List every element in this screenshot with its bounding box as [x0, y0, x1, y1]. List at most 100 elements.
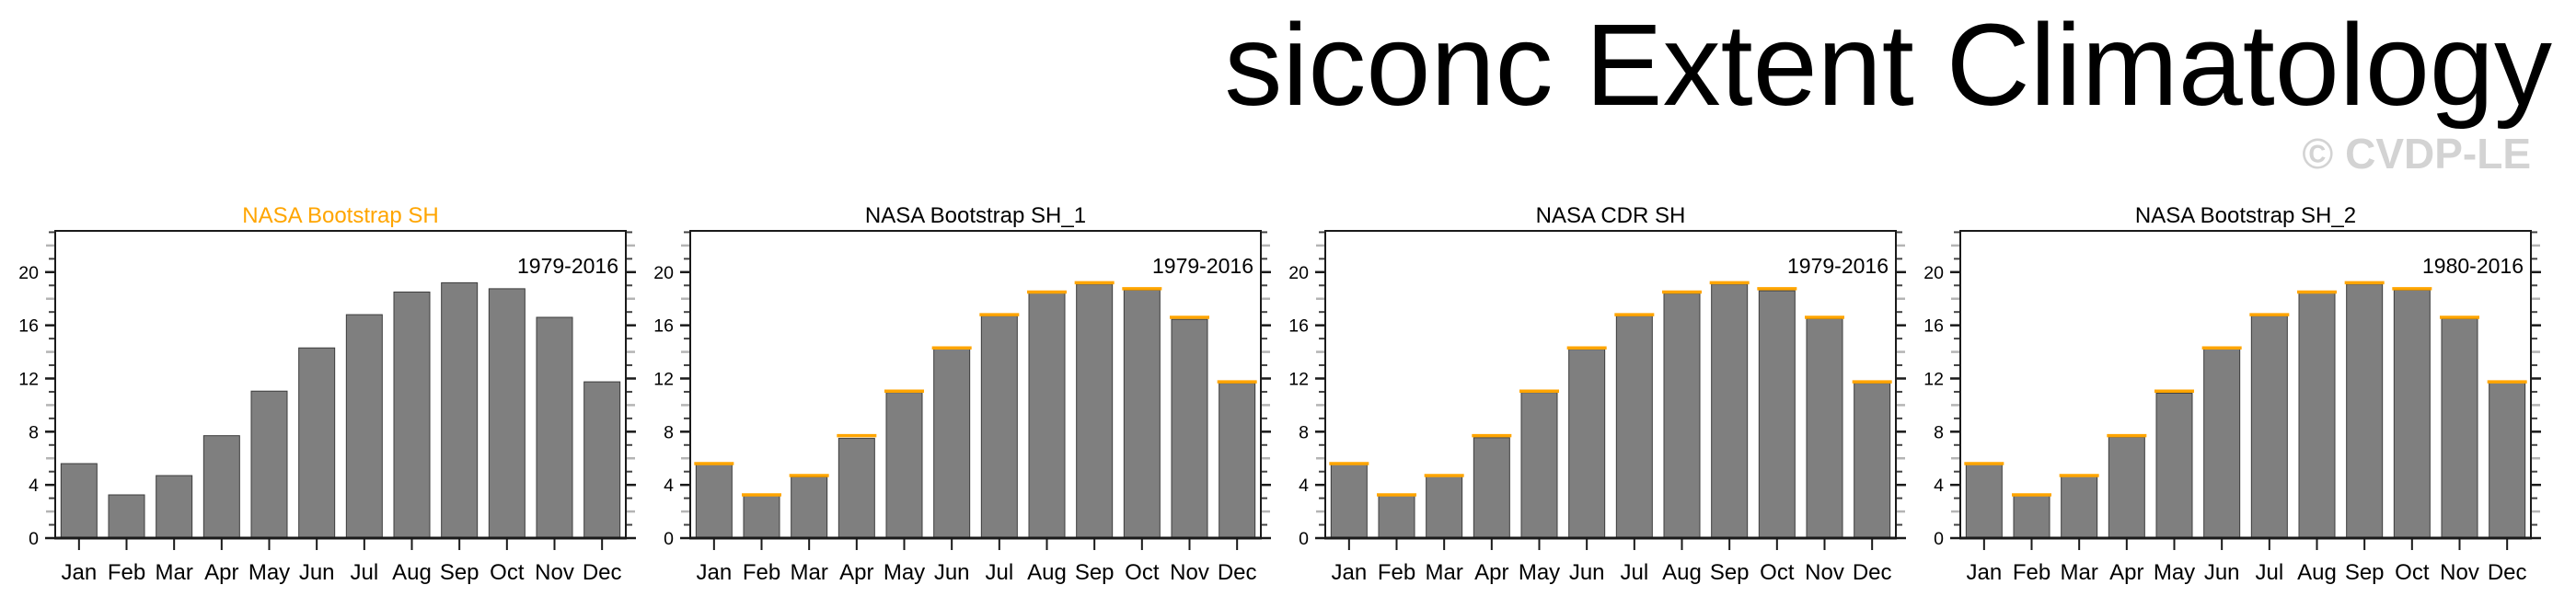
bar-jun [298, 347, 336, 539]
bar-sep [1711, 283, 1749, 539]
x-tick-label-feb: Feb [743, 560, 780, 585]
bar-jun [933, 348, 971, 539]
x-tick-label-mar: Mar [1425, 560, 1462, 585]
x-tick-label-jan: Jan [61, 560, 97, 585]
y-tick-label: 20 [18, 263, 39, 283]
x-tick-label-oct: Oct [1760, 560, 1795, 585]
x-tick-label-jun: Jun [2204, 560, 2240, 585]
y-tick-label: 16 [653, 316, 674, 337]
x-tick-label-dec: Dec [2488, 560, 2527, 585]
x-tick-label-jun: Jun [299, 560, 335, 585]
bar-aug [1028, 292, 1066, 539]
x-tick-label-jan: Jan [1966, 560, 2002, 585]
bar-sep [1076, 283, 1114, 539]
x-tick-label-jul: Jul [2255, 560, 2283, 585]
x-tick-label-may: May [2154, 560, 2195, 585]
bar-oct [1123, 289, 1161, 539]
bar-feb [2013, 494, 2050, 539]
bar-nov [2441, 317, 2478, 539]
period-label: 1979-2016 [1787, 254, 1889, 278]
bar-may [2155, 392, 2193, 539]
x-tick-label-jul: Jul [350, 560, 378, 585]
y-tick-label: 4 [1934, 476, 1944, 496]
x-tick-label-dec: Dec [583, 560, 622, 585]
panel-title: NASA Bootstrap SH_2 [2135, 203, 2356, 228]
y-tick-label: 12 [18, 369, 39, 389]
x-tick-label-mar: Mar [2060, 560, 2097, 585]
climatology-charts-row: NASA Bootstrap SH 0 4 8 12 16 20 Jan Feb Mar Apr Ma… [0, 184, 2576, 608]
x-tick-label-nov: Nov [1170, 560, 1209, 585]
bar-jun [2203, 348, 2241, 539]
bar-dec [2489, 382, 2526, 539]
period-label: 1979-2016 [517, 254, 618, 278]
bar-jul [2250, 315, 2288, 539]
x-tick-label-sep: Sep [1710, 560, 1750, 585]
x-tick-label-apr: Apr [839, 560, 873, 585]
chart-panel-nasa-bootstrap-sh: NASA Bootstrap SH 0 4 8 12 16 20 Jan Feb Mar Apr Ma… [18, 203, 636, 585]
cvdp-le-watermark: © CVDP-LE [2302, 130, 2531, 178]
y-tick-label: 12 [1288, 369, 1309, 389]
bar-jan [695, 464, 733, 539]
bar-jul [980, 315, 1018, 539]
x-tick-label-jan: Jan [696, 560, 732, 585]
y-tick-label: 20 [653, 263, 674, 283]
x-tick-label-mar: Mar [155, 560, 192, 585]
y-tick-label: 0 [664, 529, 674, 549]
y-tick-label: 16 [1288, 316, 1309, 337]
x-tick-label-mar: Mar [790, 560, 827, 585]
bar-mar [2061, 475, 2098, 539]
y-tick-label: 20 [1288, 263, 1309, 283]
bar-sep [2346, 283, 2384, 539]
bar-jan [1330, 464, 1368, 539]
bar-jan [60, 463, 98, 539]
x-tick-label-apr: Apr [204, 560, 238, 585]
x-tick-label-aug: Aug [1027, 560, 1067, 585]
bar-nov [1171, 318, 1208, 539]
x-tick-label-aug: Aug [392, 560, 432, 585]
y-tick-label: 20 [1923, 263, 1944, 283]
y-tick-label: 0 [1299, 529, 1309, 549]
bar-apr [2108, 436, 2145, 539]
bar-mar [791, 476, 828, 539]
x-tick-label-feb: Feb [108, 560, 145, 585]
bar-aug [1663, 293, 1701, 539]
bar-nov [1806, 317, 1843, 539]
x-tick-label-apr: Apr [2109, 560, 2143, 585]
y-tick-label: 8 [1299, 422, 1309, 442]
bar-may [250, 390, 288, 539]
panel-title: NASA Bootstrap SH [242, 203, 438, 228]
x-tick-label-jun: Jun [934, 560, 970, 585]
x-tick-label-may: May [884, 560, 925, 585]
bar-aug [2298, 292, 2336, 539]
bar-apr [202, 435, 240, 539]
x-tick-label-sep: Sep [2345, 560, 2385, 585]
x-tick-label-jul: Jul [1620, 560, 1648, 585]
x-tick-label-jun: Jun [1569, 560, 1605, 585]
x-tick-label-aug: Aug [2297, 560, 2337, 585]
y-tick-label: 4 [1299, 476, 1309, 496]
y-tick-label: 8 [1934, 422, 1944, 442]
bar-oct [2393, 289, 2431, 539]
y-tick-label: 12 [1923, 369, 1944, 389]
x-tick-label-apr: Apr [1474, 560, 1508, 585]
bar-aug [393, 292, 431, 539]
x-tick-label-oct: Oct [1125, 560, 1160, 585]
x-tick-label-nov: Nov [535, 560, 574, 585]
bar-apr [837, 438, 875, 539]
chart-panel-nasa-bootstrap-sh-1: NASA Bootstrap SH_1 0 4 8 12 16 20 Jan Feb Mar Apr… [653, 203, 1271, 585]
bar-dec [1219, 383, 1256, 539]
y-tick-label: 0 [1934, 529, 1944, 549]
bar-oct [1758, 290, 1796, 539]
x-tick-label-jul: Jul [985, 560, 1013, 585]
bar-jul [345, 314, 383, 539]
y-tick-label: 8 [664, 422, 674, 442]
bar-may [885, 392, 923, 539]
bar-dec [583, 381, 621, 539]
y-tick-label: 16 [18, 316, 39, 337]
bar-jan [1965, 464, 2003, 539]
x-tick-label-feb: Feb [1378, 560, 1415, 585]
x-tick-label-oct: Oct [2395, 560, 2430, 585]
bar-feb [1378, 494, 1415, 539]
period-label: 1980-2016 [2422, 254, 2524, 278]
period-label: 1979-2016 [1152, 254, 1253, 278]
